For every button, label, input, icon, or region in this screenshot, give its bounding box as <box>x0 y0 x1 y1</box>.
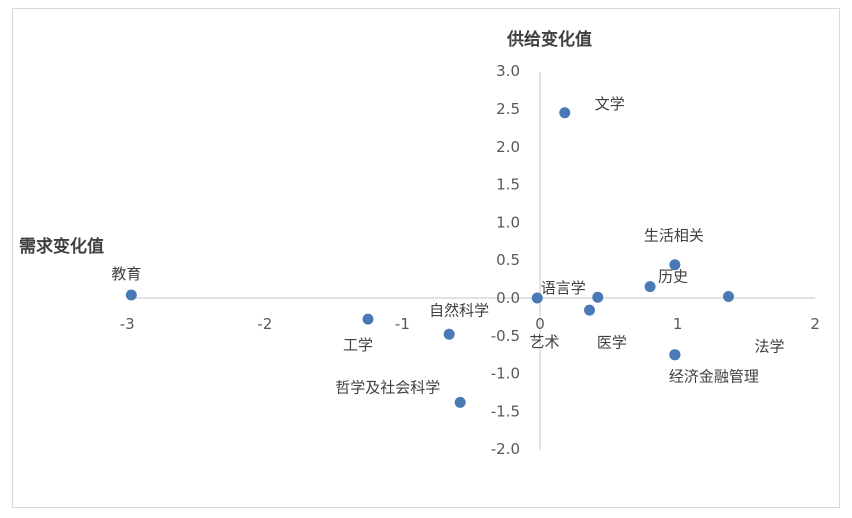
data-point <box>443 328 455 340</box>
y-tick-label: 2.0 <box>496 138 520 156</box>
data-point <box>531 292 543 304</box>
y-tick-label: 0.5 <box>496 251 520 269</box>
data-points <box>125 107 735 408</box>
x-tick-label: 1 <box>673 315 683 333</box>
y-tick-label: -1.0 <box>491 365 520 383</box>
y-tick-label: 0.0 <box>496 289 520 307</box>
data-point <box>584 304 596 316</box>
data-point <box>592 291 604 303</box>
point-label: 工学 <box>343 336 373 354</box>
point-label: 生活相关 <box>644 227 704 245</box>
point-label: 法学 <box>755 337 785 355</box>
x-tick-label: 0 <box>535 315 545 333</box>
x-tick-labels: -3 -2 -1 0 1 2 <box>120 315 820 333</box>
data-point <box>125 289 137 301</box>
data-point <box>644 281 656 293</box>
y-tick-label: 1.0 <box>496 213 520 231</box>
data-point <box>669 259 681 271</box>
data-point <box>669 349 681 361</box>
point-label: 自然科学 <box>429 301 489 319</box>
y-axis-title: 供给变化值 <box>506 29 592 50</box>
data-point <box>454 396 466 408</box>
y-tick-label: -0.5 <box>491 327 520 345</box>
point-label: 艺术 <box>530 333 560 351</box>
x-tick-label: -1 <box>395 315 410 333</box>
x-tick-label: -2 <box>257 315 272 333</box>
data-point <box>362 313 374 325</box>
point-label: 历史 <box>658 268 688 286</box>
x-tick-label: -3 <box>120 315 135 333</box>
data-point <box>723 290 735 302</box>
y-tick-label: -1.5 <box>491 402 520 420</box>
point-label: 经济金融管理 <box>669 368 759 386</box>
data-point <box>559 107 571 119</box>
x-axis-title: 需求变化值 <box>19 236 104 257</box>
point-label: 文学 <box>595 95 625 113</box>
point-label: 语言学 <box>541 279 586 297</box>
y-tick-label: 3.0 <box>496 62 520 80</box>
chart-frame <box>12 8 840 508</box>
point-label: 哲学及社会科学 <box>335 378 440 396</box>
x-tick-label: 2 <box>810 315 820 333</box>
point-label: 教育 <box>111 265 141 283</box>
y-tick-label: -2.0 <box>491 440 520 458</box>
y-tick-label: 1.5 <box>496 176 520 194</box>
y-tick-labels: -2.0 -1.5 -1.0 -0.5 0.0 0.5 1.0 1.5 2.0 2.5 3.0 <box>491 62 520 458</box>
y-tick-label: 2.5 <box>496 100 520 118</box>
point-label: 医学 <box>597 334 627 352</box>
